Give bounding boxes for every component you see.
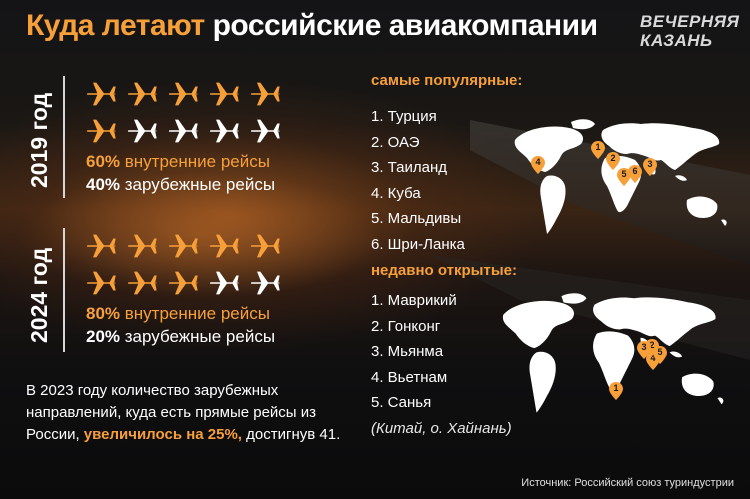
note-text-1: В 2023 году количество зарубежных направ…: [26, 382, 317, 443]
divider-line-2024: [63, 228, 65, 352]
domestic-stat-2024: 80% внутренние рейсы: [86, 304, 270, 324]
domestic-pct-2024: 80%: [86, 304, 121, 323]
foreign-pct-2024: 20%: [86, 327, 121, 346]
airplane-icon: [84, 229, 120, 263]
popular-heading: самые популярные:: [371, 72, 523, 89]
map-pin-label: 2: [649, 340, 655, 350]
foreign-label-2019: зарубежные рейсы: [124, 175, 276, 194]
map-pin-label: 1: [613, 383, 619, 393]
logo-line-1: ВЕЧЕРНЯЯ: [640, 12, 740, 31]
map-pin-label: 6: [632, 166, 638, 176]
airplane-icon: [125, 266, 161, 300]
map-pin-label: 3: [641, 342, 647, 352]
list-item: 4. Куба: [371, 184, 421, 202]
list-item: 1. Маврикий: [371, 292, 457, 309]
domestic-label-2024: внутренние рейсы: [124, 304, 270, 323]
airplane-icon: [125, 114, 161, 148]
map-pin-icon: 6: [628, 165, 642, 183]
airplane-icon: [207, 77, 243, 111]
map-pin-label: 2: [610, 153, 616, 163]
logo-line-2: КАЗАНЬ: [640, 31, 713, 50]
map-pin-label: 5: [621, 169, 627, 179]
recent-heading: недавно открытые:: [371, 262, 517, 279]
airplane-icon: [248, 266, 284, 300]
map-pin-label: 3: [647, 159, 653, 169]
domestic-label-2019: внутренние рейсы: [124, 152, 270, 171]
plane-grid-2019: [84, 77, 284, 148]
logo: ВЕЧЕРНЯЯ КАЗАНЬ: [640, 12, 740, 52]
growth-note: В 2023 году количество зарубежных направ…: [26, 380, 356, 446]
airplane-icon: [84, 266, 120, 300]
list-item-note: (Китай, о. Хайнань): [371, 419, 512, 437]
map-pin-icon: 5: [617, 168, 631, 186]
map-pin-icon: 2: [606, 152, 620, 170]
airplane-icon: [125, 229, 161, 263]
airplane-icon: [166, 229, 202, 263]
map-pin-icon: 3: [643, 158, 657, 176]
list-item: 4. Вьетнам: [371, 368, 448, 386]
list-item: 6. Шри-Ланка: [371, 235, 465, 253]
page-title: Куда летают российские авиакомпании: [26, 9, 598, 43]
airplane-icon: [166, 77, 202, 111]
airplane-icon: [207, 229, 243, 263]
title-part-2: российские авиакомпании: [212, 9, 598, 42]
airplane-icon: [125, 77, 161, 111]
list-item: 1. Турция: [371, 108, 437, 125]
map-pin-label: 4: [650, 353, 656, 363]
list-item: 5. Санья: [371, 394, 432, 412]
year-label-2024: 2024 год: [26, 247, 52, 343]
map-pin-label: 4: [535, 157, 541, 167]
map-pin-label: 5: [657, 347, 663, 357]
world-map-icon: [502, 293, 724, 413]
note-highlight: увеличилось на 25%,: [83, 426, 242, 443]
source-note: Источник: Российский союз туриндустрии: [521, 477, 734, 489]
list-item: 5. Мальдивы: [371, 210, 462, 228]
foreign-pct-2019: 40%: [86, 175, 121, 194]
airplane-icon: [207, 266, 243, 300]
domestic-pct-2019: 60%: [86, 152, 121, 171]
airplane-icon: [84, 114, 120, 148]
map-pin-icon: 1: [591, 141, 605, 159]
domestic-stat-2019: 60% внутренние рейсы: [86, 152, 270, 172]
plane-grid-2024: [84, 229, 284, 300]
recent-list: 1. Маврикий 2. Гонконг 3. Мьянма 4. Вьет…: [371, 288, 512, 442]
airplane-icon: [84, 77, 120, 111]
list-item: 3. Таиланд: [371, 159, 448, 177]
foreign-label-2024: зарубежные рейсы: [124, 327, 276, 346]
list-item: 2. ОАЭ: [371, 133, 420, 151]
map-pin-icon: 3: [637, 341, 651, 359]
airplane-icon: [166, 114, 202, 148]
airplane-icon: [207, 114, 243, 148]
popular-list: 1. Турция 2. ОАЭ 3. Таиланд 4. Куба 5. М…: [371, 104, 465, 258]
airplane-icon: [166, 266, 202, 300]
title-part-1: Куда летают: [26, 9, 205, 42]
divider-line-2019: [63, 76, 65, 198]
airplane-icon: [248, 114, 284, 148]
year-label-2019: 2019 год: [26, 92, 52, 188]
map-pin-icon: 4: [531, 156, 545, 174]
map-pin-icon: 1: [609, 382, 623, 400]
airplane-icon: [248, 77, 284, 111]
airplane-icon: [248, 229, 284, 263]
note-text-2: достигнув 41.: [246, 426, 341, 443]
map-pin-icon: 5: [653, 346, 667, 364]
foreign-stat-2019: 40% зарубежные рейсы: [86, 175, 275, 195]
list-item: 3. Мьянма: [371, 343, 444, 361]
map-pin-label: 1: [595, 142, 601, 152]
foreign-stat-2024: 20% зарубежные рейсы: [86, 327, 275, 347]
list-item: 2. Гонконг: [371, 317, 441, 335]
